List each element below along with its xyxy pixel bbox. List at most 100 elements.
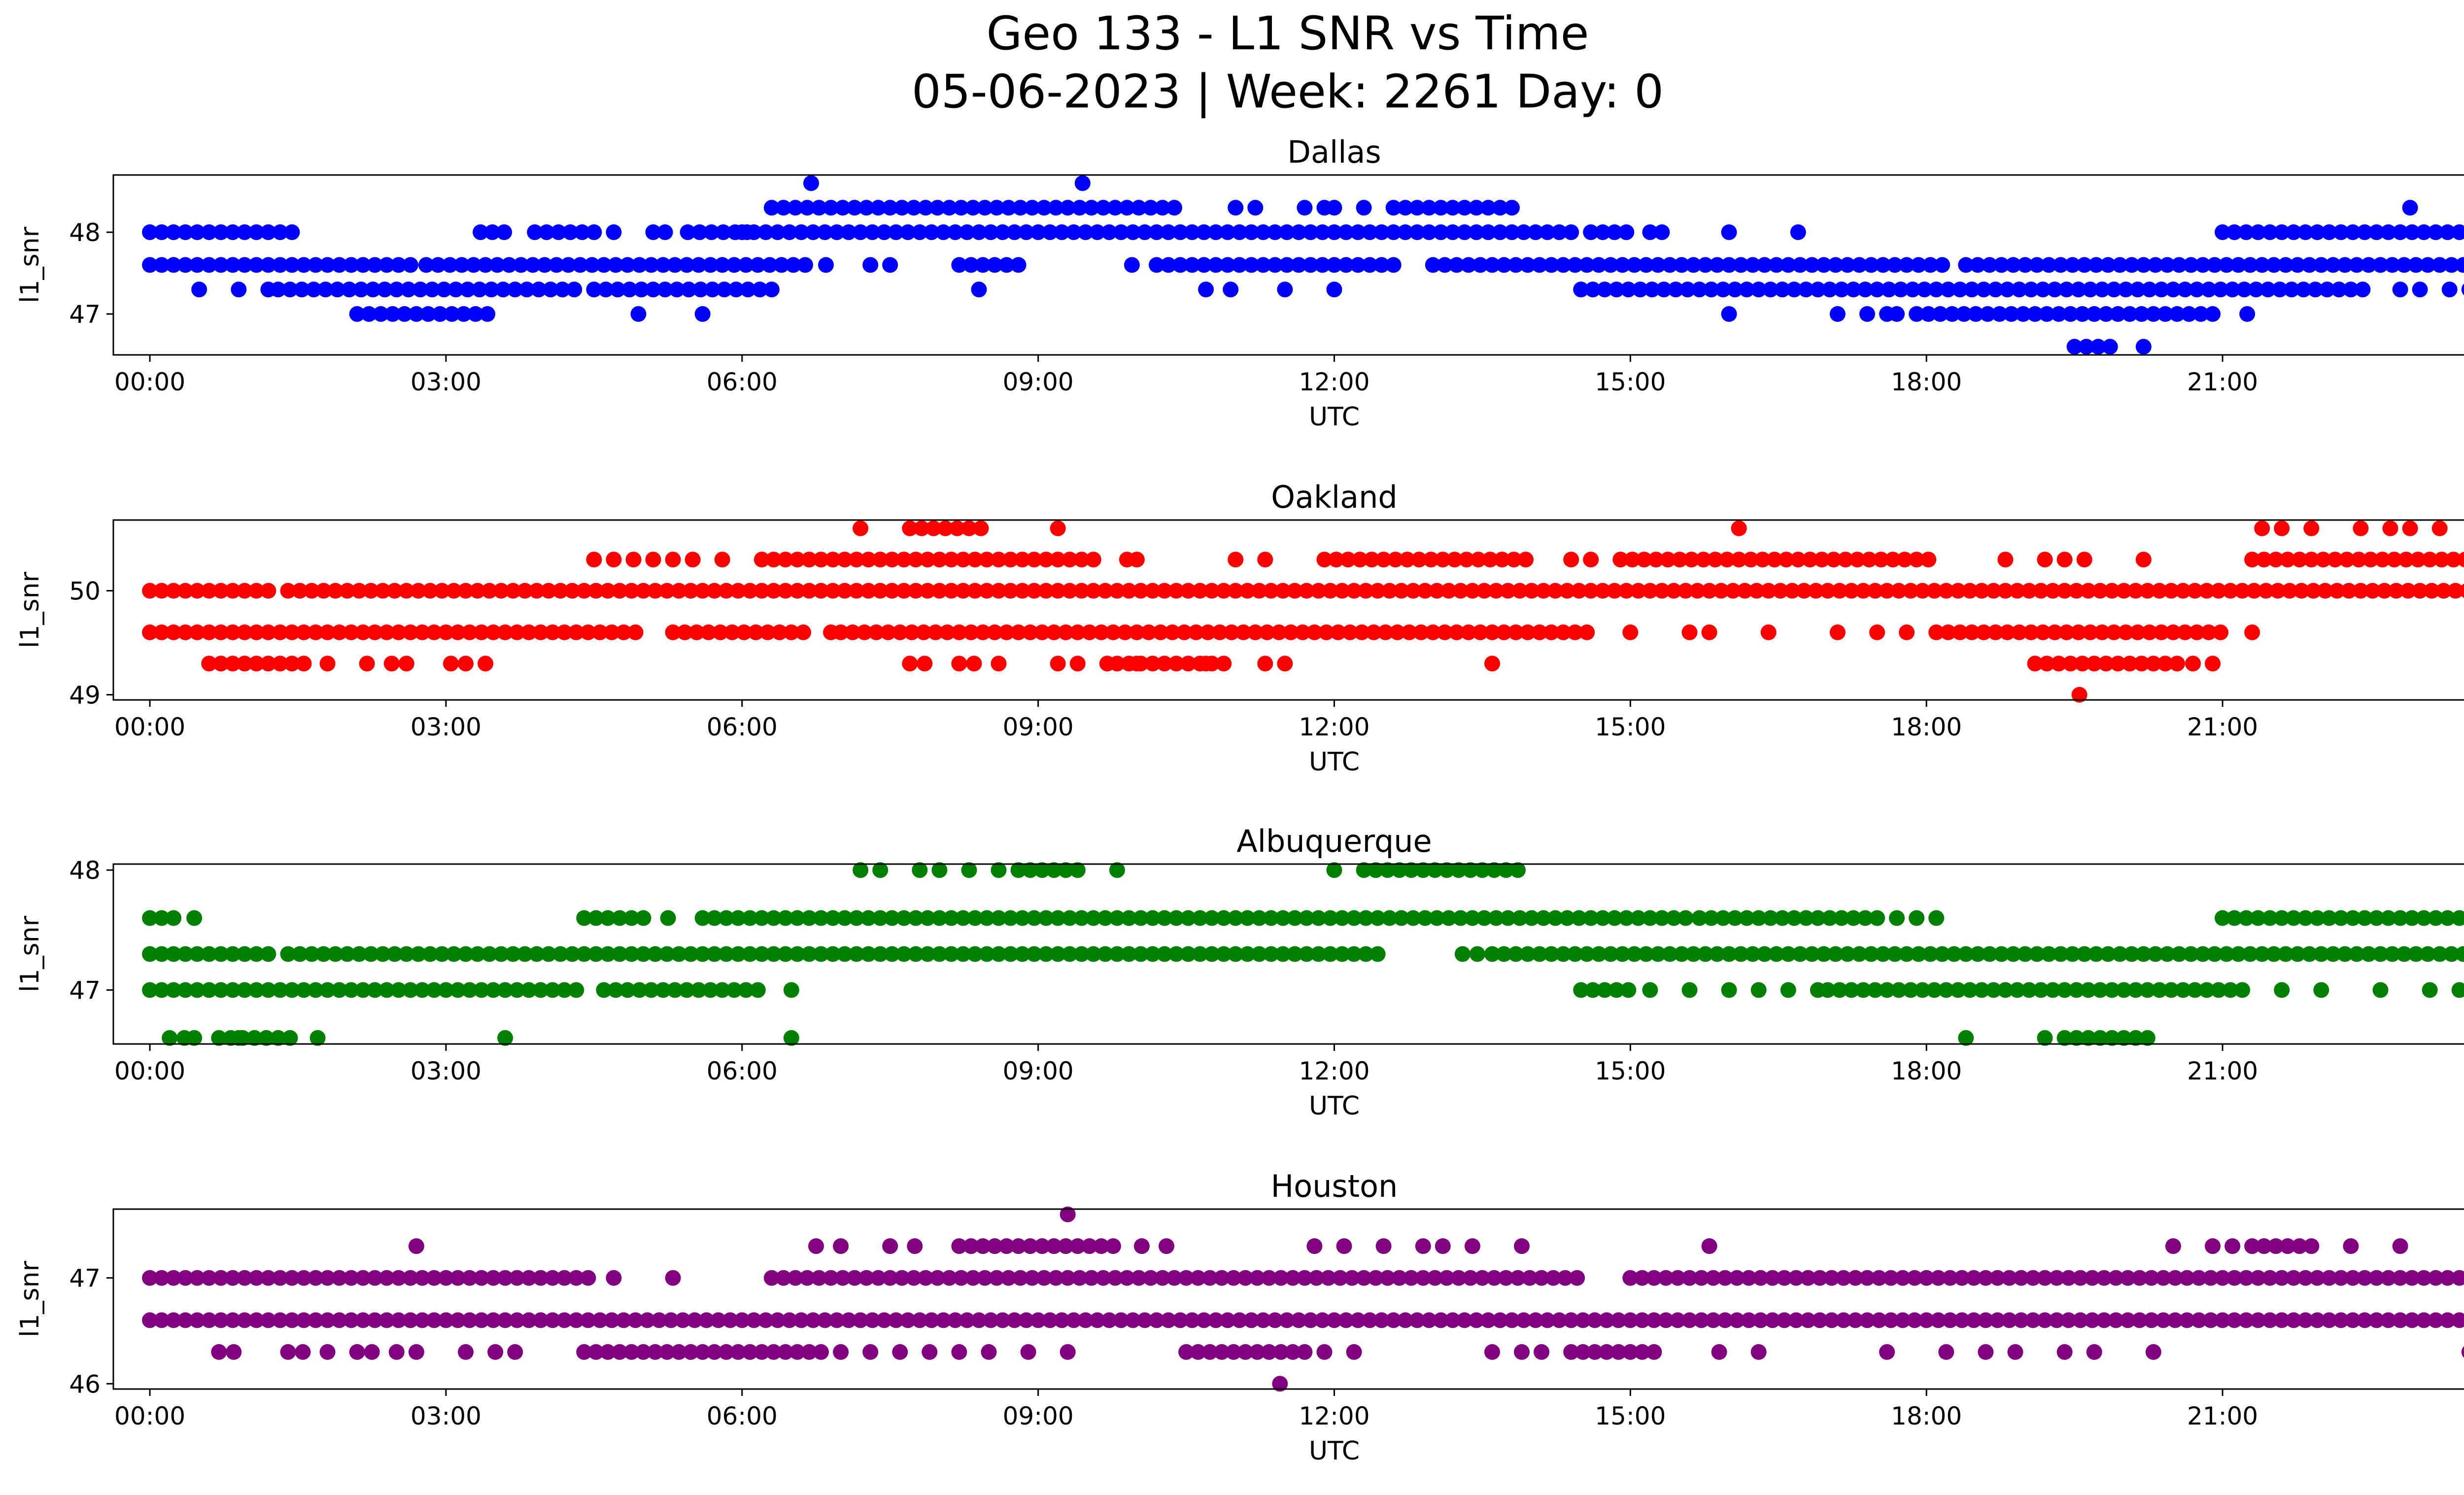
data-point <box>2246 583 2262 599</box>
data-point <box>566 281 582 298</box>
data-point <box>712 624 728 640</box>
data-point <box>860 552 877 568</box>
data-point <box>1287 910 1303 926</box>
data-point <box>1883 1270 1899 1286</box>
data-point <box>295 1344 311 1360</box>
data-point <box>1226 1344 1242 1360</box>
data-point <box>691 224 708 241</box>
data-point <box>765 910 782 926</box>
data-point <box>1484 624 1500 640</box>
data-point <box>2280 1238 2296 1254</box>
data-point <box>787 1270 803 1286</box>
data-point <box>2439 910 2456 926</box>
data-point <box>1610 1312 1627 1328</box>
data-point <box>1097 583 1113 599</box>
data-point <box>343 1312 359 1328</box>
data-point <box>2131 1270 2148 1286</box>
data-point <box>154 224 170 241</box>
data-point <box>1346 910 1362 926</box>
data-point <box>1476 910 1492 926</box>
data-point <box>1532 624 1548 640</box>
data-point <box>1512 910 1528 926</box>
data-point <box>2266 946 2282 962</box>
data-point <box>2056 552 2073 568</box>
data-point <box>1703 281 1719 298</box>
data-point <box>1444 1312 1461 1328</box>
data-point <box>1559 583 1575 599</box>
data-point <box>1425 624 1441 640</box>
data-point <box>545 1270 561 1286</box>
data-point <box>765 583 782 599</box>
data-point <box>446 583 462 599</box>
data-point <box>789 552 805 568</box>
data-point <box>1002 946 1019 962</box>
data-point <box>1991 306 2008 322</box>
data-point <box>1607 910 1623 926</box>
data-point <box>2441 281 2458 298</box>
data-point <box>961 862 977 878</box>
data-point <box>1674 257 1690 273</box>
data-point <box>2071 687 2088 703</box>
data-point <box>284 1312 300 1328</box>
data-point <box>308 257 324 273</box>
data-point <box>2120 1270 2136 1286</box>
data-point <box>1942 1270 1958 1286</box>
data-point <box>966 656 982 672</box>
data-point <box>2143 1270 2159 1286</box>
data-point <box>959 224 975 241</box>
data-point <box>296 656 312 672</box>
data-point <box>2422 552 2438 568</box>
data-point <box>1157 583 1172 599</box>
data-point <box>398 656 414 672</box>
x-tick-label: 21:00 <box>2187 1402 2258 1430</box>
data-point <box>1536 583 1552 599</box>
data-point <box>2459 583 2464 598</box>
data-point <box>2364 583 2381 599</box>
data-point <box>1074 175 1091 191</box>
data-point <box>811 200 827 216</box>
data-point <box>576 910 592 926</box>
data-point <box>1819 583 1836 599</box>
data-point <box>2133 306 2150 322</box>
data-point <box>2396 257 2412 273</box>
data-point <box>1409 224 1425 241</box>
data-point <box>349 306 365 322</box>
data-point <box>1774 910 1790 926</box>
data-point <box>975 1238 991 1254</box>
data-point <box>260 257 276 273</box>
data-point <box>706 583 722 599</box>
data-point <box>635 583 651 599</box>
data-point <box>485 1312 502 1328</box>
data-point <box>1184 257 1200 273</box>
data-point <box>162 1030 178 1046</box>
data-point <box>1498 862 1514 878</box>
data-point <box>2064 946 2081 962</box>
data-point <box>2078 339 2094 355</box>
data-point <box>1048 200 1064 216</box>
data-point <box>1567 946 1583 962</box>
data-point <box>1251 583 1267 599</box>
data-point <box>1713 583 1729 599</box>
data-point <box>1944 306 1960 322</box>
data-point <box>2416 224 2432 241</box>
data-point <box>1352 552 1368 568</box>
data-point <box>647 946 663 962</box>
data-point <box>2424 583 2440 599</box>
data-point <box>1591 946 1607 962</box>
data-point <box>2388 583 2404 599</box>
data-point <box>860 910 877 926</box>
data-point <box>1911 257 1927 273</box>
data-point <box>1275 583 1291 599</box>
data-point <box>884 583 900 599</box>
data-point <box>1599 1312 1615 1328</box>
data-point <box>2250 1312 2266 1328</box>
data-point <box>2351 552 2367 568</box>
data-point <box>1356 1270 1372 1286</box>
data-point <box>1887 946 1903 962</box>
data-point <box>951 257 967 273</box>
data-point <box>1322 910 1338 926</box>
data-point <box>331 982 347 998</box>
data-point <box>1214 1344 1230 1360</box>
data-point <box>448 281 464 298</box>
data-point <box>260 946 276 962</box>
